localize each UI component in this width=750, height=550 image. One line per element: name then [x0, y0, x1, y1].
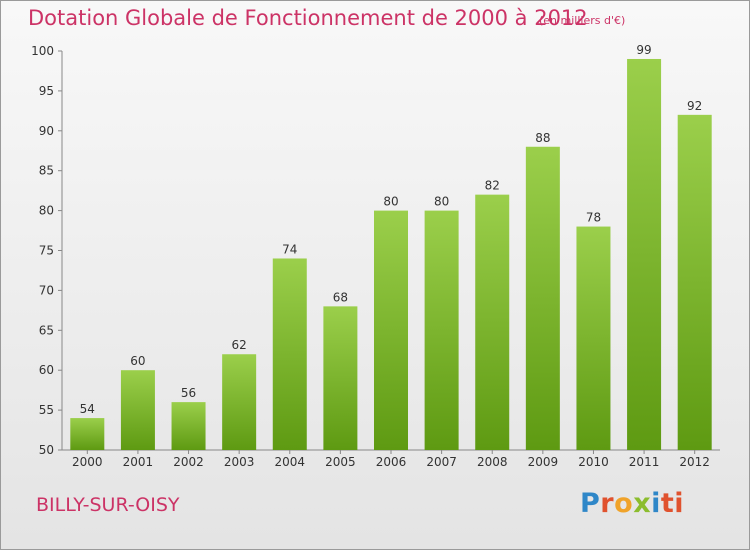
y-tick-label: 60: [39, 363, 54, 377]
y-tick-label: 70: [39, 283, 54, 297]
commune-name: BILLY-SUR-OISY: [36, 494, 180, 516]
chart-title: Dotation Globale de Fonctionnement de 20…: [28, 6, 588, 30]
y-tick-label: 95: [39, 84, 54, 98]
bar: [323, 306, 358, 450]
labels: 2000 54 2001 60 2002 56 2003 62 2004 74 2005 68 2006…: [72, 43, 710, 469]
bar: [424, 210, 459, 450]
logo-letter: o: [614, 488, 634, 519]
bar: [120, 370, 155, 450]
x-tick-label: 2000: [72, 455, 103, 469]
bar: [677, 114, 712, 450]
y-tick-label: 50: [39, 443, 54, 457]
x-tick-label: 2005: [325, 455, 356, 469]
bar: [576, 226, 611, 450]
logo-letter: r: [600, 488, 615, 519]
x-tick-label: 2008: [477, 455, 508, 469]
proxiti-logo: Proxiti: [580, 488, 684, 519]
data-label: 62: [232, 338, 247, 352]
data-label: 78: [586, 211, 601, 225]
bar: [70, 418, 105, 450]
x-tick-label: 2009: [528, 455, 559, 469]
data-label: 68: [333, 290, 348, 304]
data-label: 88: [535, 131, 550, 145]
y-tick-label: 55: [39, 403, 54, 417]
logo-letter: ti: [660, 488, 685, 519]
logo-letter: i: [651, 488, 661, 519]
y-tick-label: 80: [39, 204, 54, 218]
x-tick-label: 2002: [173, 455, 204, 469]
bar: [272, 258, 307, 450]
y-tick-label: 100: [31, 44, 54, 58]
x-tick-label: 2012: [679, 455, 710, 469]
y-tick-label: 65: [39, 323, 54, 337]
data-label: 60: [130, 354, 145, 368]
data-label: 92: [687, 99, 702, 113]
bar: [171, 402, 206, 450]
x-tick-label: 2006: [376, 455, 407, 469]
bar: [222, 354, 257, 450]
data-label: 56: [181, 386, 196, 400]
data-label: 82: [485, 179, 500, 193]
data-label: 99: [636, 43, 651, 57]
x-tick-label: 2007: [426, 455, 457, 469]
y-tick-label: 90: [39, 124, 54, 138]
bar: [525, 146, 560, 450]
bar: [627, 58, 662, 450]
x-tick-label: 2004: [274, 455, 305, 469]
x-tick-label: 2001: [123, 455, 154, 469]
y-tick-label: 85: [39, 164, 54, 178]
data-label: 74: [282, 242, 297, 256]
y-tick-label: 75: [39, 244, 54, 258]
x-tick-label: 2010: [578, 455, 609, 469]
x-tick-label: 2003: [224, 455, 255, 469]
x-tick-label: 2011: [629, 455, 660, 469]
bar: [374, 210, 408, 450]
unit-note: (en milliers d'€): [539, 14, 626, 27]
logo-letter: x: [633, 488, 652, 519]
data-label: 54: [80, 402, 95, 416]
data-label: 80: [383, 195, 398, 209]
bar: [475, 194, 510, 450]
bars: [70, 58, 712, 450]
data-label: 80: [434, 195, 449, 209]
logo-letter: P: [580, 488, 601, 519]
